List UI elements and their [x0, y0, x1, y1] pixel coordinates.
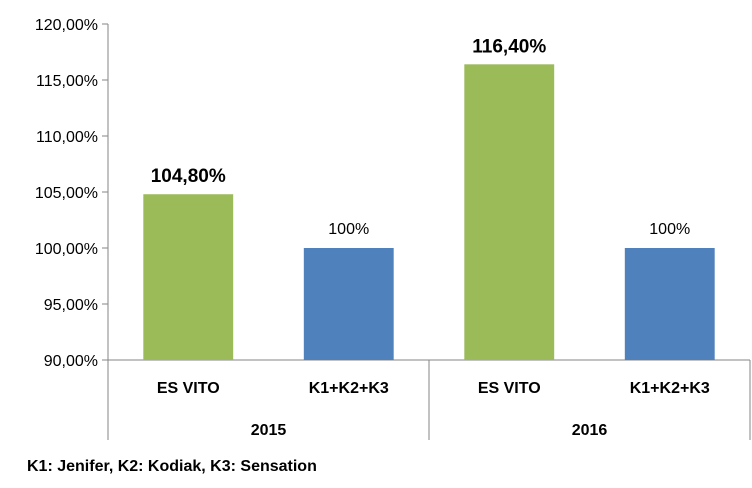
category-label: ES VITO: [157, 380, 220, 397]
chart-category-labels: ES VITO K1+K2+K3 2015 ES VITO K1+K2+K3 2016: [157, 380, 710, 439]
chart-data-labels: 104,80% 100% 116,40% 100%: [151, 36, 690, 238]
data-label: 116,40%: [472, 36, 546, 57]
data-label: 100%: [649, 221, 690, 238]
category-label: K1+K2+K3: [309, 380, 389, 397]
data-label: 100%: [328, 221, 369, 238]
bar: [143, 194, 234, 360]
data-label: 104,80%: [151, 166, 226, 187]
y-tick-label: 120,00%: [35, 17, 98, 34]
category-label: ES VITO: [478, 380, 541, 397]
y-tick-label: 105,00%: [35, 185, 98, 202]
category-label: K1+K2+K3: [630, 380, 710, 397]
group-label: 2015: [251, 422, 287, 439]
y-tick-label: 100,00%: [35, 241, 98, 258]
chart-axes: 90,00% 95,00% 100,00% 105,00% 110,00% 115,00%…: [35, 17, 751, 440]
group-label: 2016: [572, 422, 608, 439]
y-tick-label: 90,00%: [44, 353, 98, 370]
y-tick-label: 110,00%: [36, 129, 98, 146]
chart-bars: [143, 64, 715, 360]
chart-footnote: K1: Jenifer, K2: Kodiak, K3: Sensation: [27, 458, 317, 475]
y-tick-label: 115,00%: [36, 73, 98, 90]
y-tick-label: 95,00%: [44, 297, 98, 314]
bar: [624, 248, 715, 360]
bar: [464, 64, 555, 360]
bar: [303, 248, 394, 360]
